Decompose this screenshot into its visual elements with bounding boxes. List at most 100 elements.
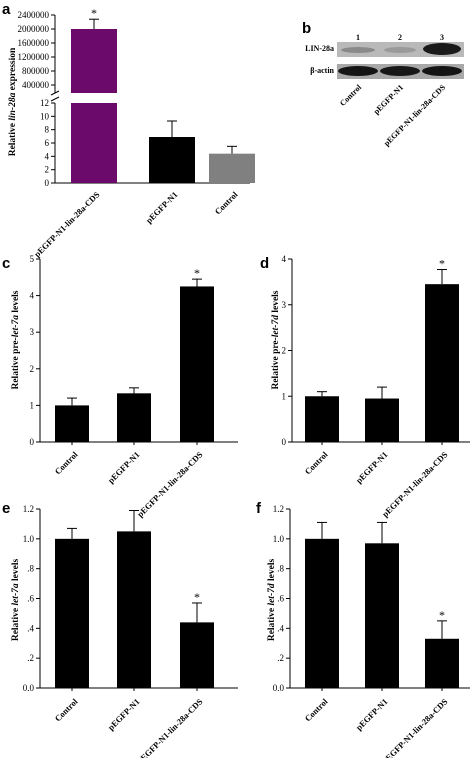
y-tick-label: 400000 [22,80,50,90]
category-label: pEGFP-N1-lin-28a-CDS [32,189,102,259]
y-tick-label: 2 [30,364,35,374]
bar-1 [305,396,339,442]
blot-row-label-actin: β-actin [310,66,334,75]
category-label: pEGFP-N1-lin-28a-CDS [135,449,205,519]
blot-lane-label-control: Control [338,82,364,108]
panel-c-chart: c Relative pre-let-7a levels 0 1 2 3 4 5 Contr… [2,254,238,519]
blot-lane-number-3: 3 [440,33,444,42]
bar-1-upper [71,29,117,93]
panel-letter-c: c [2,255,10,272]
bar-1 [55,538,89,688]
category-label: pEGFP-N1 [106,449,142,485]
y-tick-label: .4 [27,623,34,633]
panel-letter-e: e [2,500,10,517]
y-tick-label: .2 [277,653,284,663]
y-tick-label: 1.2 [273,504,284,514]
y-tick-label: 0 [45,178,50,188]
axis-break-mark [50,90,60,96]
y-tick-label: 2000000 [18,24,50,34]
blot-band-lin28a-lane-3 [423,43,461,55]
category-label: Control [303,696,330,723]
y-tick-label: 4 [282,254,287,264]
y-tick-label: 1.0 [273,534,285,544]
y-tick-label: 1600000 [18,38,50,48]
y-tick-label: 8 [45,125,50,135]
category-label: pEGFP-N1 [106,696,142,732]
significance-star: * [91,6,97,20]
significance-star: * [439,257,445,271]
panel-b-western-blot: b 1 2 3 LIN-28a β-actin Control pEGFP-N1… [302,20,464,148]
blot-band-lin28a-lane-2 [384,47,416,53]
y-tick-label: 1200000 [18,52,50,62]
panel-letter-b: b [302,20,311,37]
y-tick-label: 2400000 [18,10,50,20]
y-tick-label: .6 [27,594,34,604]
panel-a-chart: a Relative lin-28a expression 0 2 4 6 8 10 12 4… [2,1,255,259]
panel-f-ylabel: Relative let-7d levels [267,559,277,642]
blot-lane-label-pegfp-n1: pEGFP-N1 [372,83,405,116]
category-label: Control [53,696,80,723]
bar-1-lower [71,103,117,183]
y-tick-label: 0 [282,437,287,447]
category-label: pEGFP-N1 [354,696,390,732]
category-label: Control [303,449,330,476]
panel-d-ylabel: Relative pre-let-7d levels [271,290,281,389]
y-tick-label: 12 [40,98,49,108]
bar-3 [180,622,214,688]
bar-3 [425,638,459,688]
significance-star: * [439,608,445,622]
y-tick-label: 1.2 [23,504,34,514]
y-tick-label: 4 [30,291,35,301]
blot-lane-number-2: 2 [398,33,402,42]
y-tick-label: 2 [282,346,287,356]
panel-letter-d: d [260,255,269,272]
significance-star: * [194,590,200,604]
y-tick-label: .8 [27,564,34,574]
bar-2 [365,398,399,442]
bar-2 [149,137,195,183]
blot-lane-number-1: 1 [356,33,360,42]
y-tick-label: .4 [277,623,284,633]
panel-e-ylabel: Relative let-7a levels [11,559,21,642]
axis-break-mark [50,96,60,102]
bar-3 [425,284,459,442]
y-tick-label: 0.0 [273,683,285,693]
y-tick-label: 3 [30,327,35,337]
significance-star: * [194,266,200,280]
y-tick-label: 1.0 [23,534,35,544]
panel-c-ylabel: Relative pre-let-7a levels [11,290,21,389]
y-tick-label: 10 [40,111,50,121]
panel-e-chart: e Relative let-7a levels 0.0 .2 .4 .6 .8 1.0 1… [2,500,238,758]
y-tick-label: 5 [30,254,35,264]
y-tick-label: 4 [45,151,50,161]
category-label: pEGFP-N1 [354,449,390,485]
y-tick-label: 6 [45,138,50,148]
blot-band-actin-lane-2 [380,66,420,76]
bar-1 [55,405,89,442]
y-tick-label: .8 [277,564,284,574]
y-tick-label: 1 [30,400,35,410]
panel-letter-f: f [256,500,262,517]
category-label: Control [213,189,240,216]
bar-2 [117,531,151,688]
bar-1 [305,538,339,688]
y-tick-label: 3 [282,300,287,310]
y-tick-label: 800000 [22,66,50,76]
y-tick-label: 2 [45,165,50,175]
y-tick-label: .2 [27,653,34,663]
panel-a-ylabel: Relative lin-28a expression [8,47,18,156]
bar-2 [117,393,151,442]
bar-3 [209,153,255,183]
y-tick-label: 0 [30,437,35,447]
y-tick-label: 0.0 [23,683,35,693]
category-label: pEGFP-N1 [144,189,180,225]
category-label: pEGFP-N1-lin-28a-CDS [380,449,450,519]
bar-3 [180,286,214,442]
blot-band-actin-lane-1 [338,66,378,76]
y-tick-label: 1 [282,391,287,401]
blot-band-actin-lane-3 [422,66,462,76]
panel-d-chart: d Relative pre-let-7d levels 0 1 2 3 4 Contro… [260,254,470,519]
bar-2 [365,543,399,688]
category-label: pEGFP-N1-lin-28a-CDS [380,696,450,758]
